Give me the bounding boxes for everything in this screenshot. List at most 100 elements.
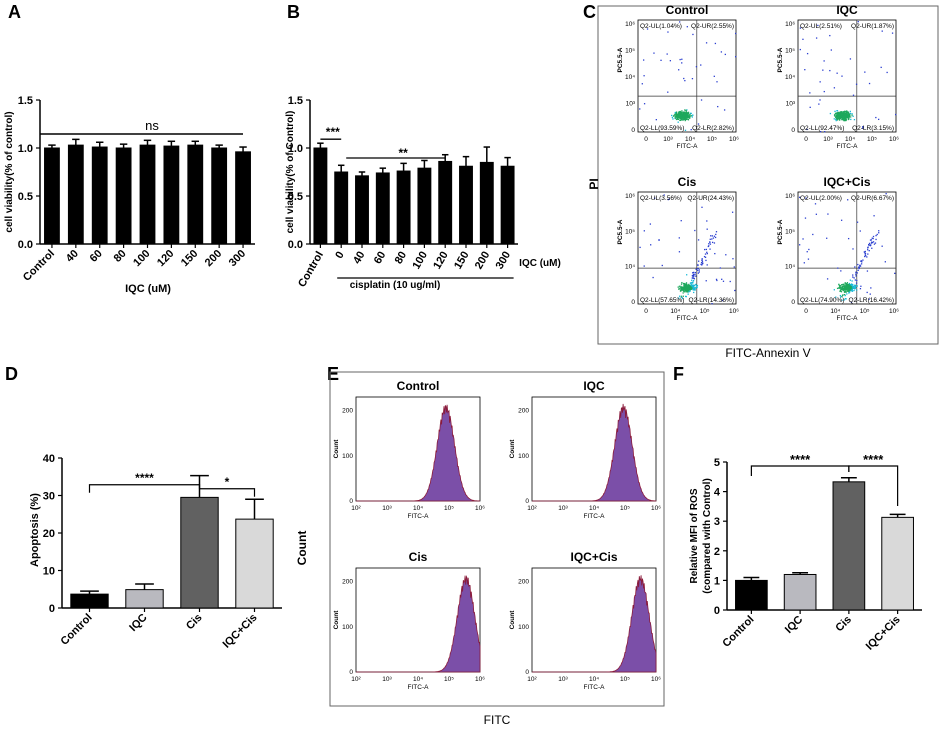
flow-dot bbox=[840, 114, 842, 116]
flow-dot bbox=[681, 117, 684, 119]
bar bbox=[115, 147, 132, 245]
flow-dots bbox=[799, 21, 897, 133]
flow-dot bbox=[711, 241, 714, 244]
flow-y-tick: 10⁵ bbox=[625, 48, 635, 55]
flow-dot bbox=[864, 71, 866, 73]
flow-dot bbox=[708, 245, 710, 247]
flow-dot bbox=[864, 255, 867, 257]
flow-dot bbox=[864, 250, 866, 253]
fitc-annexin-label: FITC-Annexin V bbox=[725, 346, 810, 360]
flow-dot bbox=[871, 247, 873, 249]
flow-dot bbox=[840, 270, 842, 272]
flow-dot bbox=[683, 77, 685, 80]
flow-dot bbox=[682, 282, 685, 285]
flow-x-tick: 10⁴ bbox=[845, 136, 855, 143]
flow-dot bbox=[799, 196, 801, 199]
flow-dot bbox=[839, 287, 841, 290]
flow-dot bbox=[872, 237, 874, 240]
flow-dot bbox=[697, 269, 699, 272]
flow-dot bbox=[715, 231, 718, 233]
flow-dot bbox=[678, 112, 681, 114]
flow-dot bbox=[692, 282, 694, 284]
flow-dot bbox=[688, 287, 691, 289]
flow-dot bbox=[860, 263, 863, 265]
flow-dot bbox=[805, 197, 807, 199]
flow-dot bbox=[677, 286, 679, 288]
flow-dot bbox=[724, 53, 726, 56]
x-tick-label: 300 bbox=[227, 248, 248, 269]
bar bbox=[187, 144, 204, 245]
flow-dot bbox=[854, 286, 856, 288]
hist-y-tick: 200 bbox=[342, 579, 353, 586]
x-tick-label: 120 bbox=[155, 248, 176, 269]
flow-dot bbox=[669, 60, 672, 62]
sig-label-1: **** bbox=[135, 471, 154, 485]
flow-dot bbox=[849, 279, 851, 281]
flow-dot bbox=[719, 267, 722, 269]
y-tick-label: 3 bbox=[714, 516, 720, 528]
flow-dot bbox=[845, 111, 848, 113]
flow-x-tick: 10⁶ bbox=[729, 136, 739, 143]
flow-dot bbox=[725, 254, 727, 256]
bar bbox=[417, 167, 432, 245]
flow-dot bbox=[799, 48, 801, 51]
flow-dot bbox=[841, 112, 843, 115]
flow-y-label: PC5.5-A bbox=[617, 219, 624, 244]
flow-dot bbox=[686, 274, 688, 276]
flow-dot bbox=[714, 236, 717, 239]
y-tick-label: 0.0 bbox=[288, 239, 303, 251]
flow-x-tick: 10⁴ bbox=[670, 308, 680, 315]
hist-x-tick: 10⁶ bbox=[651, 676, 661, 683]
flow-dot bbox=[852, 284, 854, 286]
flow-dot bbox=[835, 119, 837, 122]
flow-dot bbox=[836, 118, 838, 120]
flow-dot bbox=[875, 234, 877, 237]
flow-dot bbox=[845, 119, 847, 122]
x-tick-label: 100 bbox=[410, 250, 430, 272]
flow-dot bbox=[839, 290, 841, 292]
quadrant-lr-label: Q2-LR(2.82%) bbox=[692, 125, 734, 132]
flow-dot bbox=[683, 285, 685, 287]
flow-dot bbox=[852, 287, 854, 289]
flow-dot bbox=[701, 261, 704, 263]
flow-dot bbox=[686, 287, 688, 290]
bar bbox=[479, 161, 494, 245]
flow-dot bbox=[689, 117, 691, 119]
flow-dot bbox=[839, 111, 842, 114]
flow-dot bbox=[643, 75, 645, 77]
flow-dot bbox=[697, 264, 699, 266]
flow-dot bbox=[682, 111, 684, 113]
flow-dot bbox=[873, 243, 876, 245]
flow-dot bbox=[848, 114, 850, 117]
flow-dot bbox=[842, 112, 844, 114]
flow-dot bbox=[852, 115, 854, 117]
panel-letter-f: F bbox=[673, 364, 684, 384]
hist-x-tick: 10² bbox=[351, 505, 361, 512]
flow-dot bbox=[839, 116, 842, 119]
flow-dot bbox=[836, 110, 839, 112]
flow-dot bbox=[843, 111, 845, 114]
flow-dot bbox=[876, 233, 878, 236]
flow-dot bbox=[682, 290, 685, 292]
flow-x-tick: 10⁴ bbox=[685, 136, 695, 143]
flow-dot bbox=[685, 113, 688, 115]
flow-dot bbox=[850, 284, 852, 286]
flow-dot bbox=[834, 112, 837, 115]
y-axis-label: Apoptosis (%) bbox=[29, 493, 41, 567]
flow-dot bbox=[663, 194, 665, 196]
flow-dot bbox=[830, 49, 832, 51]
hist-y-label: Count bbox=[509, 610, 516, 630]
sig-bracket-1 bbox=[750, 465, 850, 476]
flow-dot bbox=[686, 287, 688, 289]
flow-dot bbox=[846, 282, 848, 285]
flow-dot bbox=[695, 286, 697, 288]
flow-dot bbox=[834, 114, 836, 116]
x-tick-label: IQC+Cis bbox=[221, 612, 260, 651]
flow-dot bbox=[844, 282, 846, 284]
flow-dot bbox=[693, 277, 695, 279]
flow-dot bbox=[692, 114, 694, 116]
flow-dot bbox=[841, 286, 843, 288]
flow-dot bbox=[684, 118, 686, 121]
flow-dot bbox=[839, 289, 842, 291]
flow-dot bbox=[682, 295, 684, 297]
